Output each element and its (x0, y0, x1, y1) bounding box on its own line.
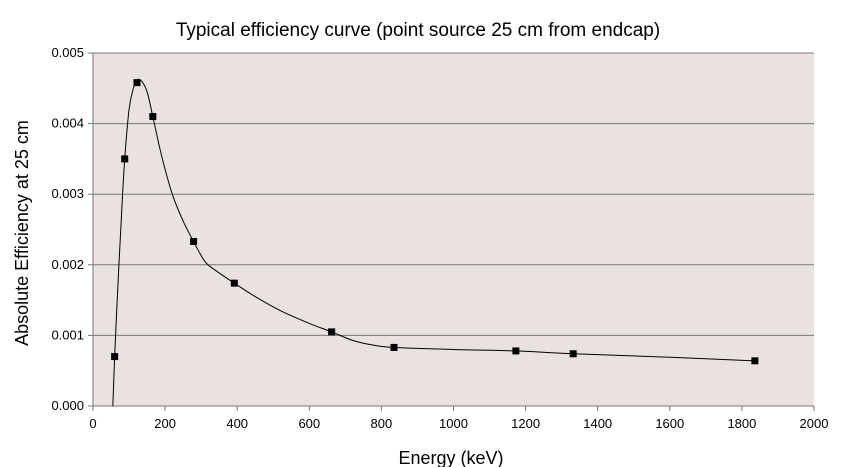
data-point (121, 155, 129, 163)
x-tick-label: 800 (371, 416, 393, 431)
y-tick-label: 0.004 (51, 116, 84, 131)
data-point (149, 113, 157, 121)
grid-lines (93, 52, 814, 336)
x-tick-label: 200 (154, 416, 176, 431)
data-point (190, 238, 198, 246)
y-axis-label: Absolute Efficiency at 25 cm (12, 120, 32, 346)
x-tick-label: 1200 (511, 416, 540, 431)
data-point (751, 357, 759, 365)
y-axis-ticks: 0.000 0.001 0.002 0.003 0.004 0.005 (51, 45, 93, 413)
data-point (390, 343, 398, 351)
x-tick-label: 1800 (727, 416, 756, 431)
data-point (569, 350, 577, 358)
x-tick-label: 400 (226, 416, 248, 431)
x-tick-label: 1000 (439, 416, 468, 431)
y-tick-label: 0.003 (51, 186, 84, 201)
y-tick-label: 0.000 (51, 398, 84, 413)
plot-area (93, 53, 814, 406)
x-tick-label: 0 (89, 416, 96, 431)
data-point (230, 279, 238, 287)
x-axis-ticks: 0 200 400 600 800 1000 1200 1400 1600 1800 2000 (89, 406, 828, 431)
efficiency-curve (112, 78, 755, 407)
y-tick-label: 0.002 (51, 257, 84, 272)
x-axis-label: Energy (keV) (398, 448, 503, 467)
y-tick-label: 0.001 (51, 327, 84, 342)
data-point (328, 328, 336, 336)
data-point (512, 347, 520, 355)
series-group (111, 78, 759, 407)
x-tick-label: 1600 (655, 416, 684, 431)
data-point (133, 79, 141, 87)
chart-title: Typical efficiency curve (point source 2… (176, 20, 660, 41)
y-tick-label: 0.005 (51, 45, 84, 60)
data-point (111, 353, 119, 361)
x-tick-label: 1400 (583, 416, 612, 431)
x-tick-label: 2000 (800, 416, 829, 431)
x-tick-label: 600 (298, 416, 320, 431)
